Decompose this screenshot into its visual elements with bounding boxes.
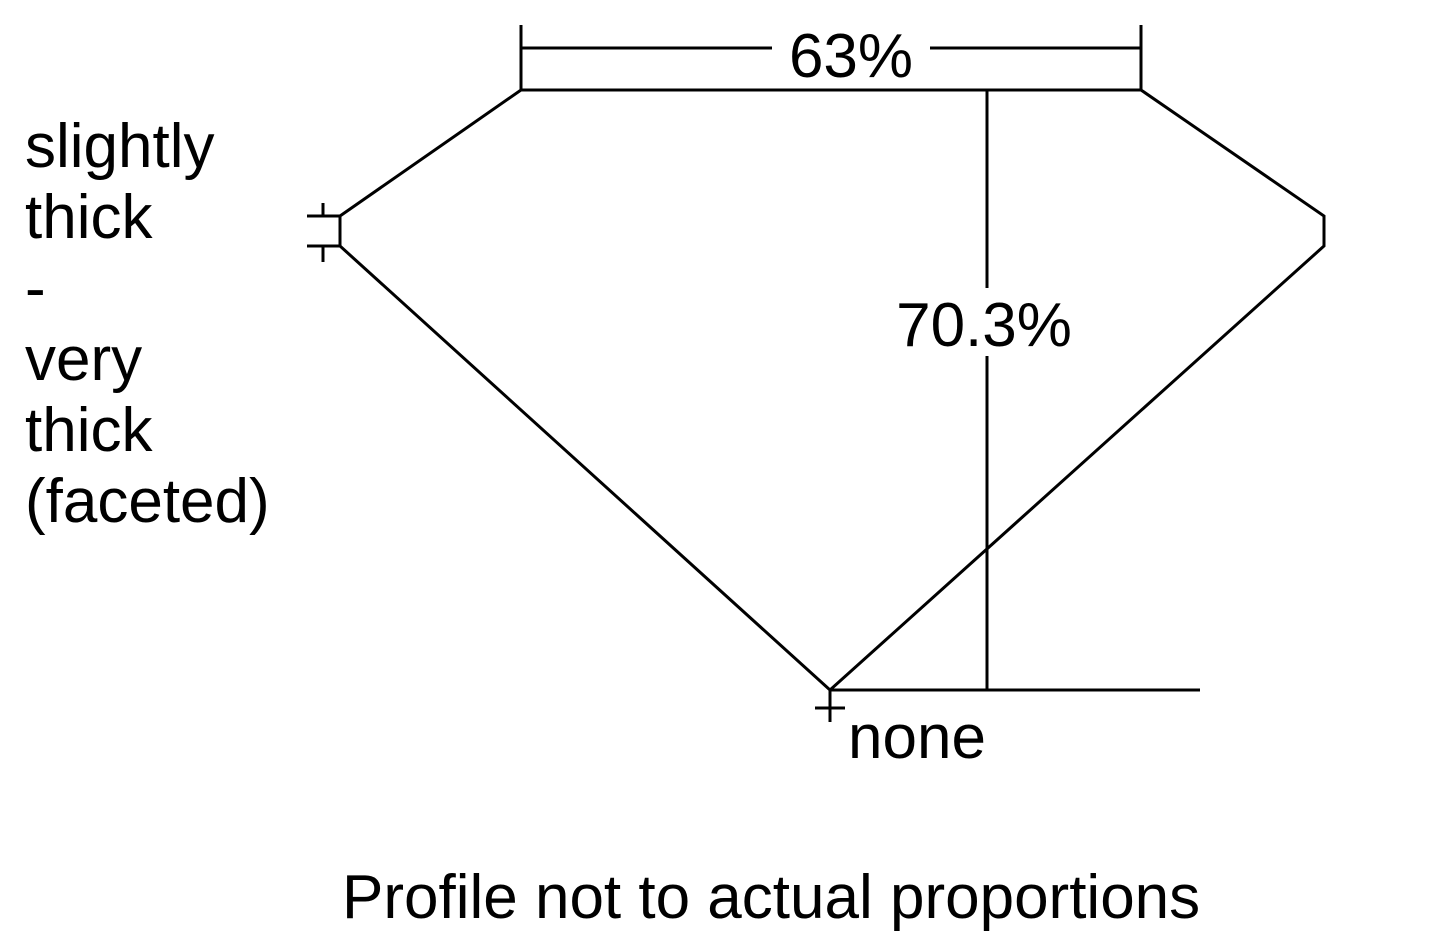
caption: Profile not to actual proportions [342,863,1200,932]
girdle-marker [307,203,340,262]
depth-percent-label: 70.3% [896,291,1072,360]
girdle-label-line: slightly [25,112,215,181]
culet-label: none [848,703,986,772]
girdle-label: slightly thick - very thick (faceted) [25,112,270,536]
girdle-label-line: thick [25,396,153,465]
depth-dimension: 70.3% [830,90,1200,692]
girdle-label-line: - [25,254,46,323]
diamond-outline [338,88,1326,693]
table-dimension: 63% [519,22,1143,91]
culet-marker: none [815,690,986,772]
girdle-label-line: (faceted) [25,467,270,536]
girdle-label-line: thick [25,183,153,252]
table-percent-label: 63% [789,22,913,91]
girdle-label-line: very [25,325,142,394]
